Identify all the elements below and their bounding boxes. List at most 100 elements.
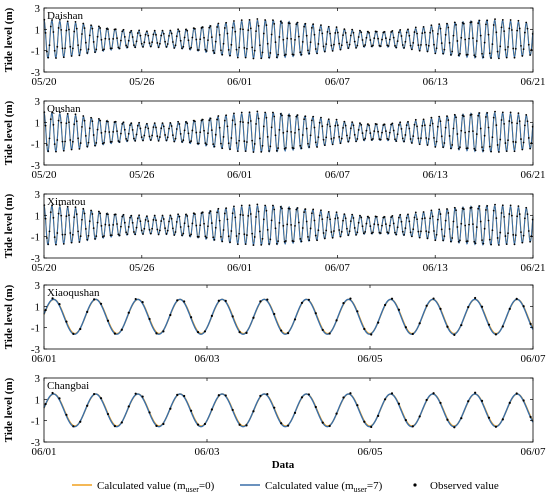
observed-point — [368, 31, 370, 34]
observed-point — [117, 46, 120, 49]
observed-point — [338, 229, 341, 231]
observed-point — [204, 142, 207, 145]
observed-point — [148, 42, 151, 45]
observed-point — [131, 221, 134, 224]
observed-point — [127, 405, 130, 408]
observed-point — [113, 332, 117, 335]
observed-point — [328, 424, 331, 428]
observed-point — [370, 333, 373, 336]
observed-point — [307, 298, 310, 301]
panels-group: 31-1-305/20 05/26 06/01 06/07 06/13 06/21Dais… — [3, 3, 546, 458]
x-tick-label: 05/26 — [129, 76, 155, 88]
observed-point — [495, 31, 498, 34]
observed-point — [390, 392, 394, 395]
observed-point — [92, 227, 95, 229]
observed-point — [194, 213, 196, 216]
observed-point — [88, 127, 91, 130]
observed-point — [196, 330, 200, 334]
observed-point — [56, 232, 59, 234]
observed-point — [321, 328, 324, 332]
observed-point — [231, 408, 234, 412]
observed-point — [435, 140, 438, 143]
observed-point — [310, 26, 313, 29]
observed-point — [165, 45, 168, 48]
observed-point — [57, 212, 60, 215]
observed-point — [398, 124, 400, 126]
observed-point — [307, 49, 309, 52]
observed-point — [508, 120, 511, 122]
observed-point — [529, 54, 531, 56]
observed-point — [82, 207, 85, 210]
observed-point — [361, 39, 364, 41]
observed-point — [262, 125, 265, 128]
observed-point — [255, 216, 257, 218]
observed-point — [199, 38, 202, 41]
observed-point — [381, 38, 383, 41]
legend: Calculated value (muser=0) Calculated val… — [72, 480, 499, 494]
observed-point — [517, 112, 520, 115]
observed-point — [518, 213, 521, 215]
observed-point — [239, 28, 242, 30]
observed-point — [411, 48, 413, 51]
observed-point — [283, 240, 286, 243]
observed-point — [79, 142, 82, 144]
observed-point — [140, 42, 143, 45]
observed-point — [44, 217, 47, 220]
observed-point — [459, 239, 461, 242]
observed-point — [385, 37, 387, 40]
observed-point — [62, 242, 65, 245]
observed-point — [346, 227, 348, 230]
observed-point — [197, 235, 200, 238]
observed-point — [192, 27, 195, 30]
observed-point — [478, 205, 481, 207]
observed-point — [242, 214, 244, 216]
observed-point — [179, 132, 182, 135]
observed-point — [503, 30, 506, 32]
observed-point — [187, 39, 190, 42]
observed-point — [172, 134, 174, 137]
observed-point — [357, 221, 360, 224]
y-tick-label: -1 — [31, 232, 40, 244]
observed-point — [318, 29, 321, 31]
observed-point — [126, 46, 129, 49]
y-tick-label: 1 — [35, 210, 41, 222]
observed-point — [397, 308, 401, 311]
observed-point — [488, 145, 491, 148]
observed-point — [273, 23, 276, 25]
observed-point — [421, 32, 424, 34]
observed-point — [515, 392, 518, 395]
observed-point — [412, 228, 415, 231]
observed-point — [522, 141, 525, 144]
observed-point — [60, 121, 63, 124]
observed-point — [176, 393, 179, 396]
observed-point — [482, 56, 485, 59]
observed-point — [500, 212, 503, 214]
observed-point — [372, 138, 374, 140]
observed-point — [184, 28, 187, 31]
observed-point — [375, 123, 378, 126]
observed-point — [383, 123, 386, 126]
observed-point — [514, 141, 517, 143]
observed-point — [344, 124, 347, 127]
observed-point — [146, 215, 148, 218]
observed-point — [466, 240, 469, 243]
observed-point — [130, 122, 133, 125]
observed-point — [294, 225, 296, 227]
observed-point — [169, 122, 172, 124]
observed-point — [60, 29, 63, 31]
observed-point — [169, 313, 172, 317]
observed-point — [251, 46, 254, 49]
observed-point — [251, 139, 254, 142]
observed-point — [478, 19, 481, 22]
observed-point — [530, 48, 533, 51]
observed-point — [394, 44, 396, 47]
observed-point — [334, 217, 337, 220]
observed-point — [392, 36, 395, 39]
observed-point — [439, 307, 442, 310]
observed-point — [388, 224, 391, 227]
observed-point — [442, 239, 444, 242]
observed-point — [513, 56, 516, 59]
observed-point — [352, 31, 355, 34]
observed-point — [355, 234, 357, 236]
observed-point — [451, 144, 454, 146]
